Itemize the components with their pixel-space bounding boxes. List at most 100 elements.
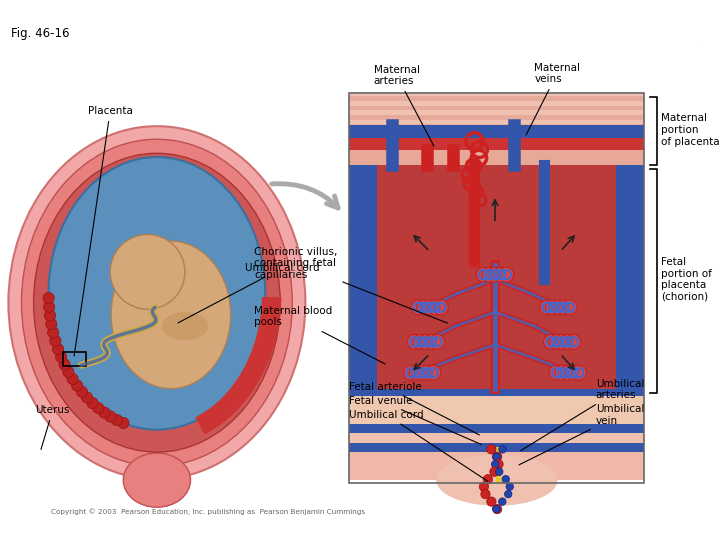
- Circle shape: [415, 365, 430, 380]
- Circle shape: [560, 365, 575, 380]
- Circle shape: [418, 334, 433, 349]
- Ellipse shape: [111, 241, 230, 389]
- Circle shape: [505, 490, 512, 498]
- Text: Maternal blood
pools: Maternal blood pools: [254, 306, 385, 364]
- Bar: [616, 165, 644, 392]
- Ellipse shape: [436, 455, 557, 506]
- Bar: [63, 352, 86, 366]
- Circle shape: [63, 366, 74, 377]
- Text: Chorionic villus,
containing fetal
capillaries: Chorionic villus, containing fetal capil…: [254, 247, 448, 323]
- Bar: [349, 434, 644, 480]
- Text: Maternal
portion
of placenta: Maternal portion of placenta: [661, 113, 720, 146]
- Circle shape: [544, 334, 559, 349]
- Bar: [349, 443, 644, 452]
- Circle shape: [490, 467, 499, 476]
- Bar: [349, 424, 644, 434]
- Circle shape: [81, 392, 93, 403]
- Circle shape: [53, 343, 63, 355]
- Circle shape: [557, 300, 572, 315]
- Bar: [349, 133, 644, 138]
- Circle shape: [566, 365, 581, 380]
- Circle shape: [50, 335, 61, 347]
- Circle shape: [48, 327, 59, 338]
- Circle shape: [546, 300, 560, 315]
- Circle shape: [426, 365, 441, 380]
- Circle shape: [417, 300, 431, 315]
- Bar: [349, 392, 644, 415]
- Circle shape: [76, 386, 88, 397]
- Circle shape: [420, 365, 435, 380]
- Circle shape: [67, 373, 78, 384]
- Bar: [349, 92, 644, 483]
- Text: Umbilical cord: Umbilical cord: [349, 410, 488, 481]
- Text: Uterus: Uterus: [35, 405, 70, 449]
- Circle shape: [422, 300, 437, 315]
- Circle shape: [572, 365, 587, 380]
- Bar: [349, 124, 644, 129]
- Bar: [349, 115, 644, 120]
- Text: Umbilical
vein: Umbilical vein: [519, 404, 644, 465]
- Circle shape: [483, 475, 492, 484]
- Circle shape: [45, 310, 55, 321]
- Text: Placenta: Placenta: [74, 106, 132, 356]
- Circle shape: [430, 334, 444, 349]
- Circle shape: [403, 365, 418, 380]
- Circle shape: [428, 300, 443, 315]
- Circle shape: [554, 334, 570, 349]
- Circle shape: [492, 461, 499, 468]
- Circle shape: [55, 352, 67, 362]
- Bar: [349, 96, 644, 101]
- Text: Umbilical
arteries: Umbilical arteries: [521, 379, 644, 451]
- Bar: [349, 389, 644, 396]
- Circle shape: [408, 334, 422, 349]
- Bar: [349, 143, 644, 147]
- Text: Fetal venule: Fetal venule: [349, 396, 481, 444]
- Text: Umbilical cord: Umbilical cord: [178, 263, 319, 323]
- Circle shape: [93, 402, 104, 414]
- Bar: [349, 396, 644, 480]
- Circle shape: [502, 475, 510, 483]
- Circle shape: [433, 300, 449, 315]
- Circle shape: [566, 334, 581, 349]
- Circle shape: [43, 293, 54, 303]
- Circle shape: [411, 300, 426, 315]
- Circle shape: [110, 234, 185, 309]
- Bar: [349, 151, 644, 165]
- Circle shape: [409, 365, 424, 380]
- Text: Fig. 46-16: Fig. 46-16: [12, 27, 70, 40]
- Bar: [349, 452, 644, 480]
- Bar: [349, 92, 644, 156]
- Circle shape: [46, 319, 57, 330]
- Circle shape: [487, 497, 496, 507]
- Circle shape: [549, 365, 564, 380]
- Circle shape: [87, 397, 98, 409]
- Ellipse shape: [161, 312, 208, 340]
- Text: Maternal
veins: Maternal veins: [526, 63, 580, 135]
- Circle shape: [59, 359, 70, 370]
- Text: Fetal arteriole: Fetal arteriole: [349, 382, 480, 435]
- Circle shape: [560, 334, 575, 349]
- Text: Fetal
portion of
placenta
(chorion): Fetal portion of placenta (chorion): [661, 257, 712, 302]
- Text: Copyright © 2003  Pearson Education, Inc. publishing as  Pearson Benjamin Cummin: Copyright © 2003 Pearson Education, Inc.…: [51, 508, 366, 515]
- Circle shape: [499, 267, 513, 282]
- Circle shape: [492, 452, 502, 462]
- Circle shape: [43, 301, 55, 313]
- Circle shape: [549, 334, 564, 349]
- Circle shape: [540, 300, 554, 315]
- Ellipse shape: [9, 126, 305, 479]
- Circle shape: [481, 489, 490, 499]
- Bar: [349, 137, 644, 151]
- Circle shape: [551, 300, 566, 315]
- Circle shape: [413, 334, 428, 349]
- Circle shape: [487, 444, 496, 454]
- Circle shape: [71, 380, 83, 391]
- Ellipse shape: [48, 157, 265, 430]
- Circle shape: [499, 446, 506, 453]
- Circle shape: [99, 407, 110, 418]
- Circle shape: [498, 498, 506, 505]
- Ellipse shape: [123, 453, 191, 507]
- Bar: [349, 106, 644, 110]
- Text: Maternal
arteries: Maternal arteries: [374, 65, 434, 146]
- Circle shape: [494, 460, 503, 469]
- Circle shape: [493, 453, 500, 461]
